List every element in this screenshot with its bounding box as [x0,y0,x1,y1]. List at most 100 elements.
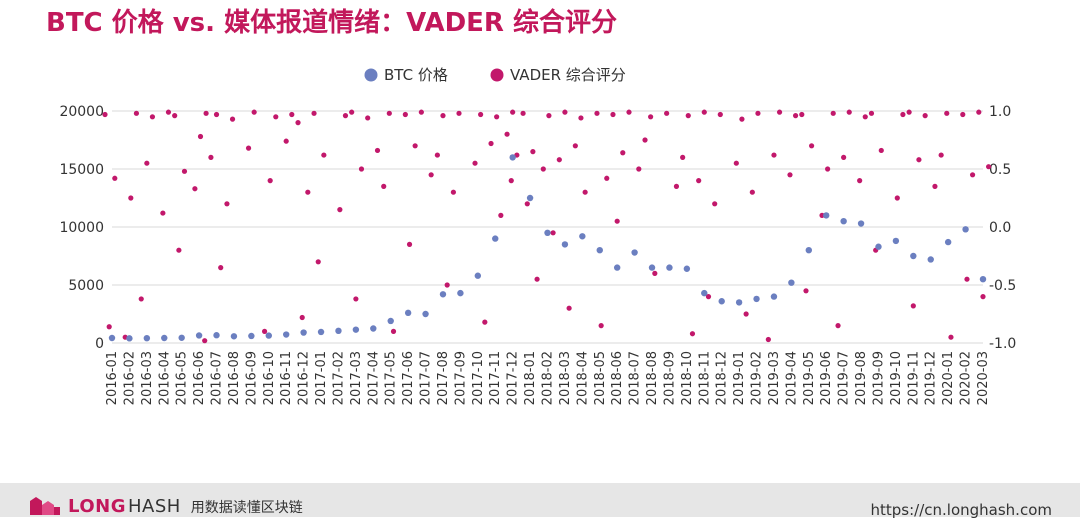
vader-point [321,152,327,158]
btc-point [579,233,586,240]
vader-point [916,157,922,163]
vader-point [349,109,355,115]
y-right-tick-label: 1.0 [989,104,1011,120]
vader-point [739,116,745,122]
x-tick-label: 2018-03 [558,351,573,405]
btc-point [108,334,116,342]
x-tick-label: 2017-12 [506,351,521,405]
btc-point [213,332,220,339]
legend-label-btc: BTC 价格 [384,66,448,84]
x-tick-label: 2016-11 [279,351,294,405]
brand-long: LONG [68,496,126,517]
vader-point [478,111,484,118]
x-tick-label: 2019-05 [802,351,817,405]
vader-point [906,109,912,115]
vader-point [202,338,208,344]
vader-point [830,110,836,116]
legend-swatch-vader [490,68,504,82]
vader-point [203,110,209,116]
longhash-logo[interactable]: LONG HASH 用数据读懂区块链 [28,495,303,517]
vader-point [434,152,440,158]
vader-point [530,149,536,155]
x-tick-label: 2017-07 [419,351,434,405]
btc-point [683,265,691,272]
vader-point [776,109,783,115]
btc-point [561,241,569,248]
vader-point [181,168,188,174]
y-right-tick-label: -0.5 [989,278,1016,294]
vader-point [450,189,456,195]
btc-point [178,334,185,341]
vader-point [488,140,494,147]
btc-point [753,295,760,303]
vader-point [765,336,771,343]
x-tick-label: 2016-07 [210,351,225,405]
x-tick-label: 2019-02 [750,351,765,405]
vader-point [620,150,626,156]
vader-point [406,241,413,247]
vader-point [689,331,696,337]
btc-point [544,229,551,236]
x-tick-label: 2017-04 [366,351,381,405]
vader-point [948,334,954,340]
vader-point [868,110,875,116]
x-tick-label: 2019-09 [871,351,886,405]
y-left-tick-label: 20000 [59,104,104,120]
vader-point [504,131,510,137]
vader-point [799,111,805,118]
vader-point [261,328,268,334]
vader-point [910,303,916,309]
vader-point [390,328,397,334]
x-tick-label: 2019-07 [837,351,852,405]
btc-point [283,331,290,338]
vader-point [986,164,992,170]
vader-point [652,270,658,276]
vader-point [381,183,387,189]
vader-point [176,247,182,253]
vader-point [418,109,424,115]
vader-point [224,201,230,207]
vader-point [846,109,852,115]
vader-point [305,189,311,195]
vader-point [825,166,831,172]
vader-point [197,133,204,140]
btc-point [248,332,255,340]
vader-point [938,152,944,158]
x-tick-label: 2018-05 [593,351,608,405]
x-tick-label: 2019-10 [889,351,904,405]
footer-url-link[interactable]: https://cn.longhash.com [870,501,1053,519]
vader-point [894,195,900,201]
btc-point [195,332,203,339]
vader-point [165,109,172,115]
vader-point [626,109,632,115]
x-tick-label: 2020-02 [959,351,974,405]
y-right-tick-label: 0.0 [989,220,1011,236]
x-tick-label: 2016-03 [140,351,155,405]
btc-point [370,325,377,332]
vader-point [520,110,526,116]
x-tick-label: 2018-11 [697,351,712,405]
btc-point [335,327,342,335]
brand-tagline: 用数据读懂区块链 [190,500,303,516]
x-tick-label: 2016-08 [227,351,242,405]
btc-point [735,299,743,306]
vader-point [311,110,317,116]
y-left-tick-label: 10000 [59,220,104,236]
x-tick-label: 2017-09 [453,351,468,405]
x-tick-label: 2018-06 [610,351,625,405]
x-tick-label: 2017-01 [314,351,329,405]
x-tick-label: 2016-10 [262,351,277,405]
vader-point [444,282,450,288]
btc-point [701,289,708,297]
vader-point [358,166,365,172]
x-tick-label: 2017-03 [349,351,364,405]
vader-point [594,110,600,116]
x-tick-label: 2019-12 [924,351,939,405]
vader-point [841,154,847,160]
vader-point [386,110,392,116]
vader-point [337,207,343,213]
vader-point [743,311,749,317]
vader-point [803,288,809,294]
vader-point [685,113,691,119]
vader-point [787,172,793,178]
